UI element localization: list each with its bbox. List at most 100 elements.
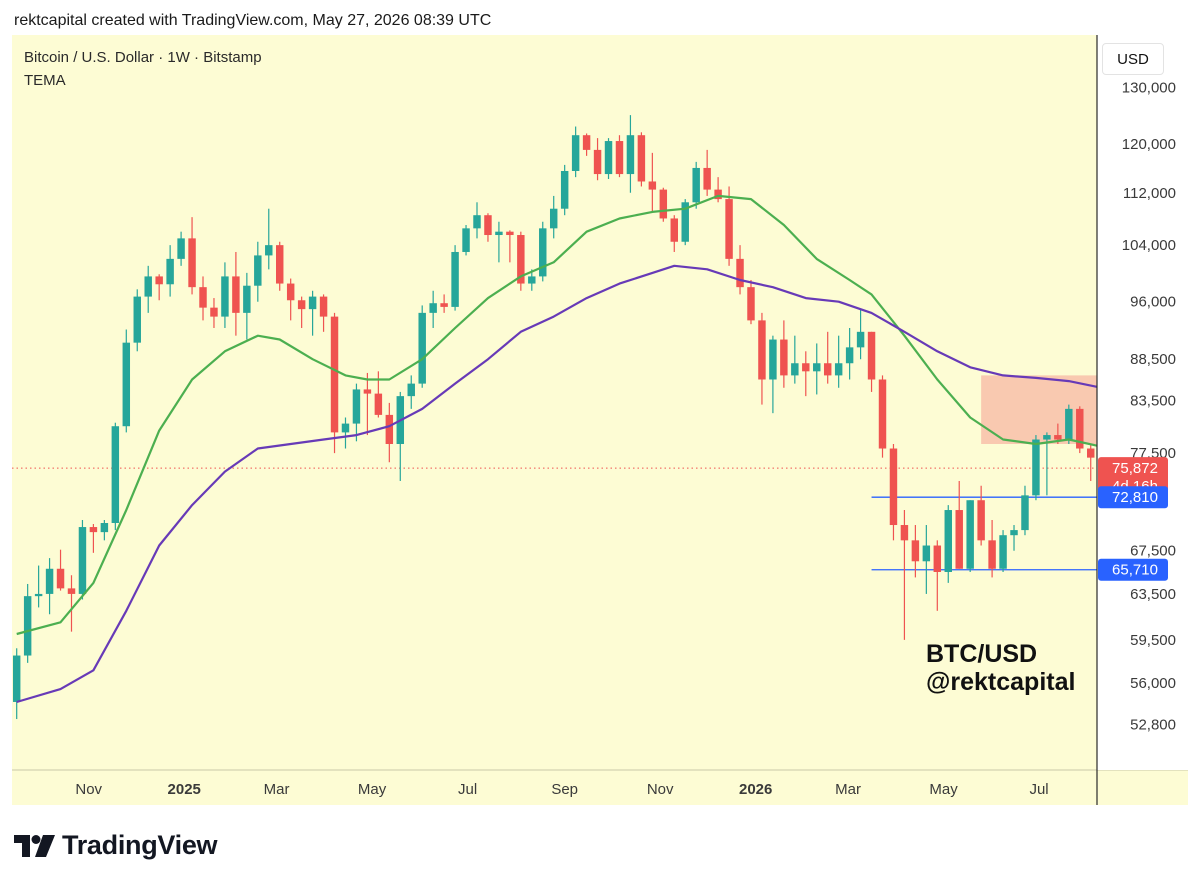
candle bbox=[571, 126, 580, 178]
candle-body bbox=[681, 202, 689, 242]
candle bbox=[506, 230, 514, 263]
candle-body bbox=[473, 215, 481, 229]
candle bbox=[955, 480, 963, 569]
candle bbox=[1032, 435, 1040, 501]
price-tick-label: 130,000 bbox=[1122, 79, 1176, 96]
candle-body bbox=[385, 414, 394, 445]
candle-body bbox=[23, 596, 32, 656]
candle bbox=[265, 208, 273, 270]
candle-body bbox=[747, 287, 755, 321]
candle-body bbox=[221, 276, 229, 317]
candle-body bbox=[988, 540, 996, 569]
candle bbox=[276, 241, 284, 291]
candle-body bbox=[144, 276, 152, 297]
candle-body bbox=[34, 593, 43, 597]
candle-body bbox=[319, 296, 328, 317]
level-price-label: 72,810 bbox=[1098, 486, 1168, 509]
candle-body bbox=[736, 258, 744, 288]
level-price-label-bg bbox=[1098, 558, 1168, 581]
tradingview-logo[interactable]: TradingView bbox=[14, 830, 218, 861]
candle-body bbox=[133, 296, 141, 343]
candle bbox=[56, 549, 65, 591]
candle bbox=[385, 402, 394, 463]
candle bbox=[747, 279, 755, 325]
candle bbox=[670, 215, 678, 252]
candle-body bbox=[166, 258, 174, 285]
candle bbox=[34, 565, 43, 608]
candle-body bbox=[363, 389, 372, 394]
candle bbox=[363, 372, 372, 436]
candle bbox=[440, 294, 448, 313]
candle bbox=[988, 519, 996, 578]
candle bbox=[867, 331, 876, 392]
time-tick-label: 2025 bbox=[168, 781, 201, 798]
candle-body bbox=[539, 228, 547, 277]
time-tick-label: 2026 bbox=[739, 781, 772, 798]
candle bbox=[637, 132, 646, 187]
candle-body bbox=[352, 389, 361, 424]
candle bbox=[341, 417, 350, 449]
candle-body bbox=[626, 135, 635, 175]
candle bbox=[352, 383, 361, 442]
candle-body bbox=[122, 342, 131, 427]
price-tick-label: 56,000 bbox=[1130, 675, 1176, 692]
candle bbox=[495, 221, 503, 263]
candle-body bbox=[188, 238, 196, 288]
price-chart[interactable]: 130,000 120,000 112,000 104,000 96,000 88,500… bbox=[12, 35, 1188, 805]
tradingview-logo-text: TradingView bbox=[62, 830, 218, 860]
candle bbox=[133, 289, 141, 352]
candle bbox=[845, 327, 854, 380]
brand-watermark: BTC/USD @rektcapital bbox=[926, 640, 1075, 696]
candle-body bbox=[944, 510, 952, 572]
candle-body bbox=[791, 363, 799, 376]
candle bbox=[243, 272, 251, 340]
indicator-label: TEMA bbox=[24, 72, 66, 89]
candle-body bbox=[177, 238, 185, 259]
price-tick-label: 88,500 bbox=[1130, 351, 1176, 368]
time-tick-label: Nov bbox=[75, 781, 102, 798]
candle-body bbox=[900, 525, 909, 541]
candle-body bbox=[692, 167, 700, 203]
candle bbox=[593, 138, 602, 181]
candle-body bbox=[560, 170, 569, 209]
price-tick-label: 59,500 bbox=[1130, 632, 1176, 649]
time-tick-label: Mar bbox=[264, 781, 290, 798]
candle bbox=[462, 225, 470, 256]
candle-body bbox=[725, 199, 733, 259]
candle-body bbox=[1065, 408, 1073, 440]
time-tick-label: Sep bbox=[551, 781, 578, 798]
price-tick-label: 112,000 bbox=[1123, 185, 1176, 202]
candle-body bbox=[823, 363, 832, 376]
candle bbox=[155, 274, 163, 301]
price-tick-label: 120,000 bbox=[1122, 136, 1176, 153]
candle bbox=[856, 309, 865, 360]
price-tick-label: 67,500 bbox=[1130, 543, 1176, 560]
candle bbox=[144, 265, 152, 313]
candle-body bbox=[440, 303, 448, 307]
candle bbox=[1010, 525, 1018, 551]
candle bbox=[582, 133, 591, 156]
candle bbox=[933, 540, 942, 611]
brand-line-handle: @rektcapital bbox=[926, 668, 1076, 696]
candle bbox=[780, 320, 788, 388]
candle-body bbox=[703, 167, 711, 190]
currency-button[interactable]: USD bbox=[1102, 43, 1164, 75]
candle-body bbox=[549, 208, 558, 229]
candle-body bbox=[1010, 530, 1018, 536]
time-tick-label: Jul bbox=[1029, 781, 1048, 798]
candle bbox=[232, 251, 240, 336]
tema-slow-line bbox=[16, 264, 1102, 704]
chart-frame: 130,000 120,000 112,000 104,000 96,000 88,500… bbox=[12, 35, 1188, 805]
last-price-label-text: 75,872 bbox=[1112, 460, 1158, 477]
candle-body bbox=[780, 339, 788, 376]
candle-body bbox=[232, 276, 240, 313]
candle-body bbox=[297, 300, 306, 310]
candle bbox=[429, 290, 437, 328]
candle bbox=[944, 505, 952, 583]
candle bbox=[188, 217, 196, 295]
last-price-label-bg bbox=[1098, 457, 1168, 496]
candle bbox=[648, 152, 657, 212]
candle bbox=[802, 351, 810, 397]
level-price-label-text: 65,710 bbox=[1112, 562, 1158, 579]
candle-body bbox=[604, 141, 613, 175]
